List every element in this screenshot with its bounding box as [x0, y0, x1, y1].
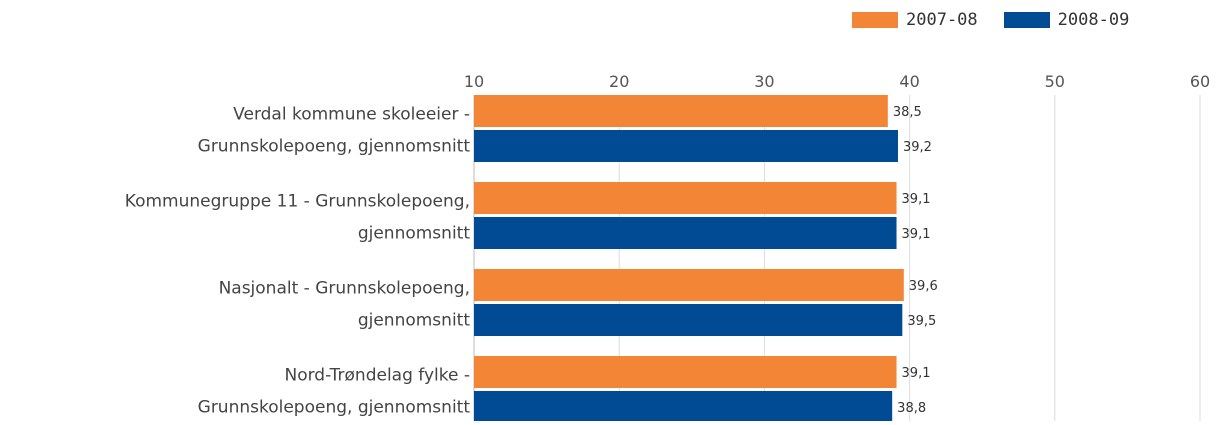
legend-item-2008-09[interactable]: 2008-09: [1003, 10, 1130, 30]
category-label: Kommunegruppe 11 - Grunnskolepoeng,: [125, 192, 470, 212]
category-label: Grunnskolepoeng, gjennomsnitt: [198, 398, 471, 418]
data-label: 39,6: [909, 279, 938, 294]
data-label: 39,1: [902, 227, 931, 242]
bar-2008-09-0: [474, 130, 898, 162]
bar-2007-08-2: [474, 269, 904, 301]
data-label: 39,1: [902, 366, 931, 381]
category-label: Nord-Trøndelag fylke -: [284, 366, 470, 386]
category-label: gjennomsnitt: [358, 224, 471, 244]
bar-2007-08-1: [474, 182, 897, 214]
legend-swatch-2007-08: [852, 12, 898, 28]
x-tick-label: 60: [1190, 72, 1210, 91]
data-label: 38,8: [897, 401, 926, 416]
category-label: Verdal kommune skoleeier -: [233, 105, 470, 125]
bar-2007-08-3: [474, 356, 897, 388]
data-label: 39,2: [903, 140, 932, 155]
data-label: 39,5: [907, 314, 936, 329]
legend-label-2008-09: 2008-09: [1057, 10, 1130, 30]
data-label: 39,1: [902, 192, 931, 207]
x-tick-label: 10: [464, 72, 484, 91]
x-tick-label: 40: [899, 72, 919, 91]
data-label: 38,5: [893, 105, 922, 120]
category-label: Nasjonalt - Grunnskolepoeng,: [219, 279, 470, 299]
legend-item-2007-08[interactable]: 2007-08: [852, 10, 978, 30]
x-tick-label: 30: [754, 72, 774, 91]
x-tick-label: 20: [609, 72, 629, 91]
legend: 2007-08 2008-09: [852, 10, 1155, 30]
bar-2008-09-1: [474, 217, 897, 249]
legend-swatch-2008-09: [1003, 12, 1050, 28]
bar-2008-09-2: [474, 304, 903, 336]
category-label: Grunnskolepoeng, gjennomsnitt: [198, 137, 471, 157]
category-label: gjennomsnitt: [358, 311, 471, 331]
x-tick-label: 50: [1045, 72, 1065, 91]
legend-label-2007-08: 2007-08: [906, 10, 978, 30]
bar-2008-09-3: [474, 391, 893, 423]
bar-2007-08-0: [474, 95, 888, 127]
